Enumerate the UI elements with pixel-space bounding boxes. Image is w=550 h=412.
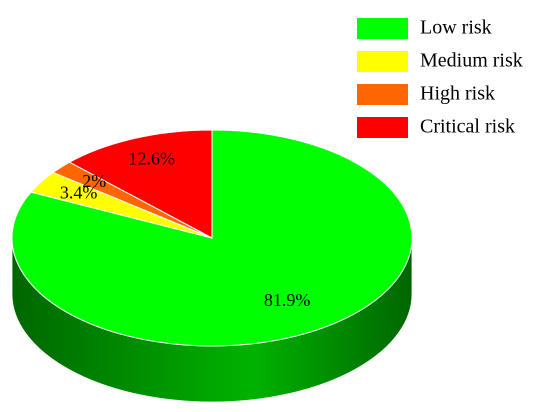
legend-text: Critical risk: [420, 116, 515, 138]
value-label: 81.9%: [264, 290, 311, 310]
pie-tops: [11, 129, 413, 347]
legend: Low risk Medium risk High risk Critical ris…: [357, 17, 523, 138]
legend-text: Low risk: [420, 17, 492, 39]
legend-text: High risk: [420, 83, 495, 105]
legend-swatch: [357, 18, 408, 39]
legend-swatch: [357, 117, 408, 138]
value-label: 3.4%: [60, 182, 98, 202]
value-label: 2%: [82, 171, 106, 191]
legend-swatch: [357, 84, 408, 105]
legend-swatch: [357, 51, 408, 72]
value-label: 12.6%: [129, 148, 176, 168]
value-labels: 81.9% 3.4%2% 12.6%: [60, 148, 310, 310]
slice: [68, 129, 213, 239]
legend-text: Medium risk: [420, 50, 523, 72]
